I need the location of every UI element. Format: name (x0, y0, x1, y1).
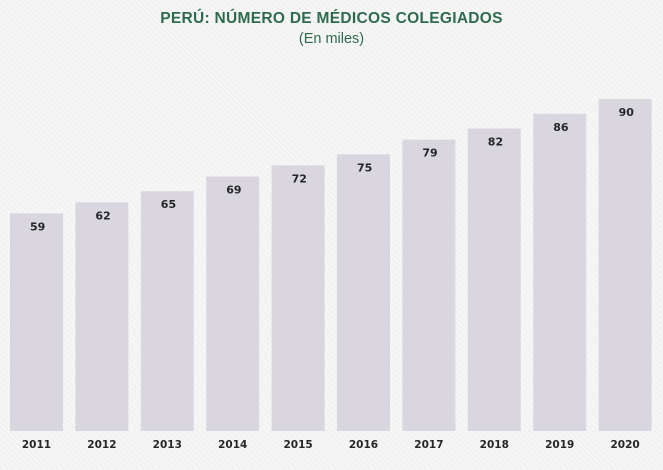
bar-2012 (75, 202, 129, 431)
bar-2019 (533, 113, 587, 432)
data-label-2013: 65 (161, 198, 176, 211)
data-label-2016: 75 (357, 161, 372, 174)
data-label-2020: 90 (619, 106, 635, 119)
x-tick-label-2015: 2015 (283, 439, 312, 451)
bar-2018 (467, 128, 521, 431)
data-label-2018: 82 (488, 136, 503, 149)
x-tick-label-2018: 2018 (480, 439, 509, 451)
x-tick-label-2013: 2013 (153, 439, 182, 451)
chart-subtitle: (En miles) (298, 31, 365, 47)
x-tick-label-2017: 2017 (414, 439, 443, 451)
x-tick-label-2020: 2020 (610, 439, 639, 451)
data-label-2014: 69 (226, 184, 241, 197)
x-tick-label-2012: 2012 (87, 439, 116, 451)
x-tick-label-2014: 2014 (218, 439, 247, 451)
chart-title: PERÚ: NÚMERO DE MÉDICOS COLEGIADOS (160, 10, 503, 27)
data-label-2015: 72 (292, 172, 307, 185)
data-label-2019: 86 (553, 121, 569, 134)
data-label-2012: 62 (95, 209, 110, 222)
bar-2013 (140, 191, 194, 431)
bar-2014 (206, 176, 260, 431)
x-tick-label-2011: 2011 (22, 439, 51, 451)
x-tick-label-2016: 2016 (349, 439, 378, 451)
data-label-2017: 79 (422, 147, 437, 160)
bar-2020 (598, 99, 652, 431)
bar-2016 (337, 154, 390, 432)
x-tick-label-2019: 2019 (545, 439, 574, 451)
data-label-2011: 59 (30, 220, 45, 233)
bar-2017 (402, 139, 456, 431)
bar-2011 (10, 213, 63, 431)
bar-2015 (271, 165, 325, 431)
